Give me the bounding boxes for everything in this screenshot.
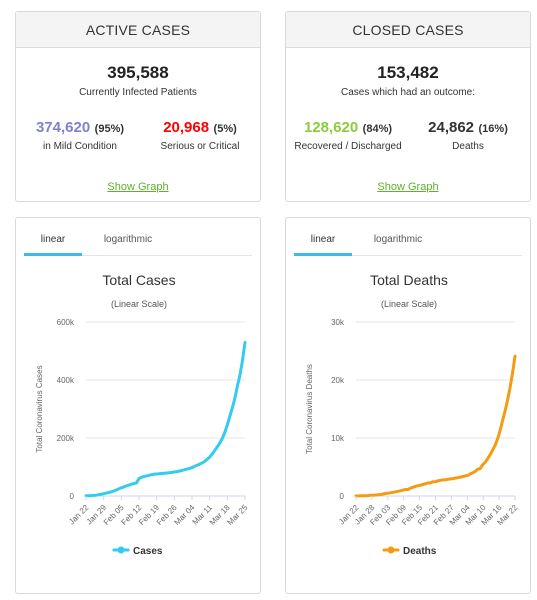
- x-tick-label: Mar 25: [225, 503, 249, 527]
- serious-label: Serious or Critical: [160, 141, 240, 152]
- deaths-scale-tabs: linear logarithmic: [294, 218, 522, 256]
- legend-label: Deaths: [403, 546, 437, 557]
- y-tick-label: 200k: [57, 434, 75, 443]
- total-deaths-chart: Total Deaths (Linear Scale) 0 10k 20k 30k Tota…: [305, 272, 520, 557]
- deaths-value: 24,862: [428, 119, 475, 136]
- y-tick-label: 30k: [331, 318, 345, 327]
- active-cases-total-label: Currently Infected Patients: [79, 87, 197, 98]
- active-cases-total: 395,588: [107, 63, 169, 82]
- legend-marker: [117, 546, 125, 554]
- closed-cases-total-label: Cases which had an outcome:: [341, 87, 475, 98]
- series-line-deaths: [354, 354, 517, 498]
- serious-pct: (5%): [213, 123, 237, 135]
- tab-linear[interactable]: linear: [294, 218, 352, 256]
- y-tick-label: 10k: [331, 434, 345, 443]
- chart-subtitle: (Linear Scale): [381, 299, 437, 309]
- recovered-pct: (84%): [362, 123, 393, 135]
- tab-logarithmic[interactable]: logarithmic: [103, 234, 153, 245]
- recovered-label: Recovered / Discharged: [294, 141, 402, 152]
- closed-cases-total: 153,482: [377, 63, 439, 82]
- recovered-value: 128,620: [303, 119, 359, 136]
- closed-cases-panel: CLOSED CASES 153,482 Cases which had an …: [285, 11, 531, 202]
- chart-title: Total Cases: [102, 272, 175, 288]
- deaths-label: Deaths: [452, 141, 484, 152]
- tab-logarithmic[interactable]: logarithmic: [373, 234, 423, 245]
- deaths-pct: (16%): [478, 123, 508, 135]
- chart-subtitle: (Linear Scale): [111, 299, 167, 309]
- mild-condition-stat: 374,620 (95%) in Mild Condition: [20, 119, 140, 152]
- y-tick-label: 400k: [57, 376, 75, 385]
- series-line-cases: [84, 340, 247, 498]
- mild-value: 374,620: [35, 119, 91, 136]
- total-deaths-graph-panel: linear logarithmic Total Deaths (Linear S…: [285, 217, 531, 594]
- y-tick-label: 0: [340, 492, 345, 501]
- recovered-stat: 128,620 (84%) Recovered / Discharged: [288, 119, 408, 152]
- closed-cases-header: CLOSED CASES: [286, 12, 530, 48]
- y-tick-label: 600k: [57, 318, 75, 327]
- total-cases-graph-panel: linear logarithmic Total Cases (Linear Sc…: [15, 217, 261, 594]
- mild-label: in Mild Condition: [43, 141, 117, 152]
- chart-title: Total Deaths: [370, 272, 448, 288]
- cases-scale-tabs: linear logarithmic: [24, 218, 252, 256]
- tab-linear[interactable]: linear: [24, 218, 82, 256]
- serious-critical-stat: 20,968 (5%) Serious or Critical: [140, 119, 260, 152]
- serious-value: 20,968: [163, 119, 210, 136]
- active-cases-panel: ACTIVE CASES 395,588 Currently Infected …: [15, 11, 261, 202]
- legend-label: Cases: [133, 546, 163, 557]
- closed-show-graph-link[interactable]: Show Graph: [377, 181, 439, 193]
- y-tick-label: 20k: [331, 376, 345, 385]
- y-axis-label: Total Coronavirus Cases: [35, 365, 44, 452]
- legend-marker: [387, 546, 395, 554]
- active-show-graph-link[interactable]: Show Graph: [107, 181, 169, 193]
- total-cases-chart: Total Cases (Linear Scale) 0 200k 400k 600k To…: [35, 272, 250, 557]
- y-axis-label: Total Coronavirus Deaths: [305, 364, 314, 454]
- y-tick-label: 0: [70, 492, 75, 501]
- deaths-stat: 24,862 (16%) Deaths: [408, 119, 528, 152]
- active-cases-header: ACTIVE CASES: [16, 12, 260, 48]
- mild-pct: (95%): [94, 123, 125, 135]
